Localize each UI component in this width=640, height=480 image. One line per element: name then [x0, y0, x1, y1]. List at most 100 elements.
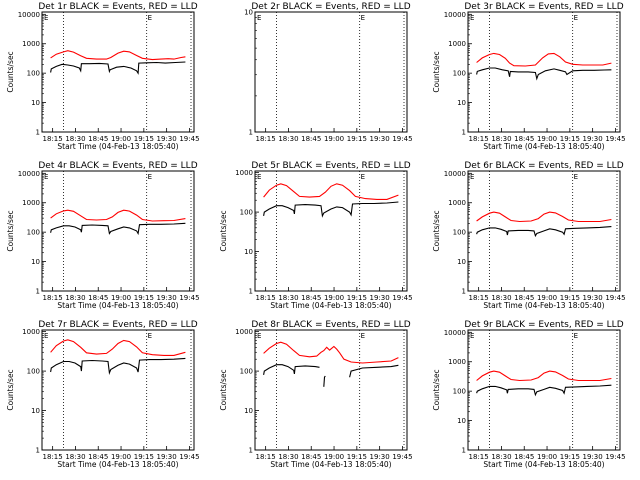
x-tick-label: 19:45 [392, 294, 412, 302]
plot-frame [254, 11, 408, 133]
y-tick-label: 1000 [22, 328, 40, 336]
series-line-events [476, 384, 612, 397]
y-tick-label: 10000 [18, 170, 40, 178]
x-tick-label: 18:30 [65, 453, 85, 461]
x-tick-label: 18:45 [88, 135, 108, 143]
y-tick-label: 100 [453, 70, 466, 78]
x-axis-label: Start Time (04-Feb-13 18:05:40) [270, 301, 391, 310]
y-tick-label: 100 [27, 229, 40, 237]
y-tick-label: 10 [457, 258, 466, 266]
y-tick-label: 10000 [444, 11, 466, 19]
y-tick-label: 10 [31, 258, 40, 266]
y-axis-label: Counts/sec [6, 51, 15, 92]
y-axis-label: Counts/sec [219, 369, 228, 410]
series-line-lld [50, 209, 186, 222]
y-tick-label: 1 [249, 129, 253, 137]
x-axis-label: Start Time (04-Feb-13 18:05:40) [483, 460, 604, 469]
x-tick-label: 19:15 [560, 294, 580, 302]
x-axis-label: Start Time (04-Feb-13 18:05:40) [57, 142, 178, 151]
x-tick-label: 19:15 [134, 135, 154, 143]
x-tick-label: 19:45 [392, 135, 412, 143]
y-tick-label: 100 [453, 388, 466, 396]
x-tick-label: 19:15 [560, 453, 580, 461]
series-line-lld [476, 370, 612, 382]
y-tick-label: 1000 [235, 328, 253, 336]
plot-frame [254, 170, 408, 292]
x-tick-label: 19:45 [179, 453, 199, 461]
x-tick-label: 18:45 [88, 453, 108, 461]
x-tick-label: 19:30 [157, 135, 177, 143]
x-tick-label: 19:15 [134, 453, 154, 461]
series-line-events [349, 364, 399, 378]
y-tick-label: 1000 [22, 40, 40, 48]
series-line-lld [50, 339, 186, 356]
x-tick-label: 18:15 [43, 294, 63, 302]
panel-5: Det 5r BLACK = Events, RED = LLD 1 10 100 10… [219, 161, 413, 310]
panel-title: Det 4r BLACK = Events, RED = LLD [38, 161, 197, 171]
y-axis-label: Counts/sec [432, 369, 441, 410]
x-tick-label: 18:30 [278, 135, 298, 143]
series-line-events [323, 375, 326, 387]
panel-8: Det 8r BLACK = Events, RED = LLD 1 10 100 10… [219, 320, 413, 469]
panel-title: Det 5r BLACK = Events, RED = LLD [251, 161, 410, 171]
series-line-lld [476, 52, 612, 67]
y-tick-label: 1 [249, 447, 253, 455]
x-tick-label: 18:45 [514, 453, 534, 461]
x-axis-label: Start Time (04-Feb-13 18:05:40) [270, 460, 391, 469]
y-axis-label: Counts/sec [6, 369, 15, 410]
x-tick-label: 18:15 [469, 453, 489, 461]
y-tick-label: 100 [453, 229, 466, 237]
x-tick-label: 18:30 [65, 135, 85, 143]
annotation-e: E [257, 332, 261, 340]
annotation-e: E [574, 332, 578, 340]
plot-frame [41, 11, 195, 133]
x-tick-label: 18:30 [491, 294, 511, 302]
plot-frame [467, 329, 621, 451]
panel-9: Det 9r BLACK = Events, RED = LLD 1 10 100 10… [432, 320, 626, 469]
x-tick-label: 18:45 [88, 294, 108, 302]
x-tick-label: 19:30 [157, 453, 177, 461]
panel-2: Det 2r BLACK = Events, RED = LLD 1 10 18:15… [244, 2, 412, 143]
panel-6: Det 6r BLACK = Events, RED = LLD 1 10 100 10… [432, 161, 626, 310]
y-tick-label: 10000 [444, 329, 466, 337]
x-tick-label: 19:45 [179, 135, 199, 143]
annotation-e: E [574, 14, 578, 22]
x-tick-label: 18:45 [301, 294, 321, 302]
x-tick-label: 18:30 [491, 453, 511, 461]
y-tick-label: 1 [462, 288, 466, 296]
panel-title: Det 3r BLACK = Events, RED = LLD [464, 2, 623, 12]
annotation-e: E [361, 332, 365, 340]
x-tick-label: 19:45 [392, 453, 412, 461]
x-tick-label: 19:00 [537, 135, 557, 143]
series-line-lld [263, 341, 399, 364]
annotation-e: E [257, 14, 261, 22]
series-line-events [263, 201, 399, 218]
series-line-events [263, 364, 320, 375]
y-axis-label: Counts/sec [432, 210, 441, 251]
x-tick-label: 19:00 [111, 453, 131, 461]
y-tick-label: 100 [240, 209, 253, 217]
x-tick-label: 19:00 [324, 294, 344, 302]
x-tick-label: 19:00 [111, 294, 131, 302]
plot-frame [41, 329, 195, 451]
x-tick-label: 18:30 [491, 135, 511, 143]
x-tick-label: 18:15 [469, 135, 489, 143]
y-tick-label: 10000 [444, 170, 466, 178]
panel-title: Det 2r BLACK = Events, RED = LLD [251, 2, 410, 12]
y-tick-label: 100 [27, 70, 40, 78]
panel-title: Det 9r BLACK = Events, RED = LLD [464, 320, 623, 330]
annotation-e: E [574, 173, 578, 181]
annotation-e: E [44, 332, 48, 340]
annotation-e: E [44, 173, 48, 181]
panel-7: Det 7r BLACK = Events, RED = LLD 1 10 100 10… [6, 320, 200, 469]
panel-1: Det 1r BLACK = Events, RED = LLD 1 10 100 10… [6, 2, 200, 151]
x-tick-label: 19:00 [324, 453, 344, 461]
y-tick-label: 10 [244, 407, 253, 415]
x-tick-label: 19:00 [537, 294, 557, 302]
y-tick-label: 1 [462, 129, 466, 137]
x-tick-label: 19:30 [370, 135, 390, 143]
y-tick-label: 10000 [18, 11, 40, 19]
x-tick-label: 19:45 [605, 135, 625, 143]
x-tick-label: 18:15 [256, 453, 276, 461]
panel-title: Det 6r BLACK = Events, RED = LLD [464, 161, 623, 171]
